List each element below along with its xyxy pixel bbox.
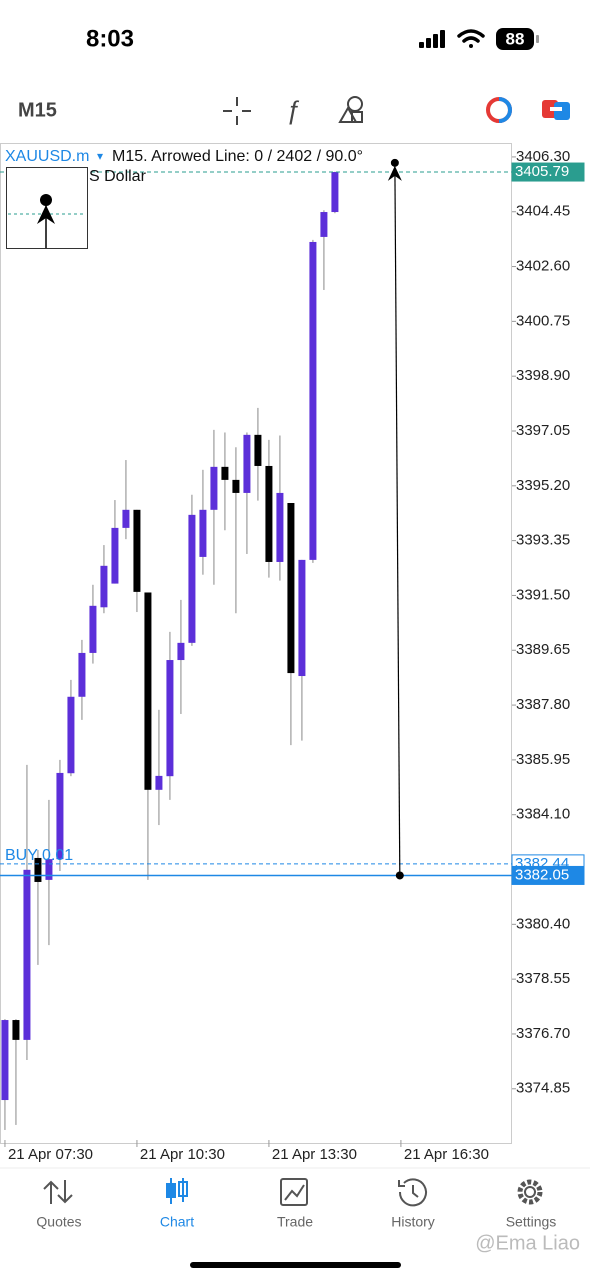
objects-button[interactable] <box>338 96 363 123</box>
battery-tip <box>536 35 539 43</box>
quotes-icon <box>43 1180 73 1204</box>
candle-body <box>298 559 306 677</box>
candle-body <box>78 652 86 697</box>
y-tick-label: 3404.45 <box>516 203 570 220</box>
tab-label[interactable]: Chart <box>160 1214 194 1230</box>
candle-body <box>111 527 119 584</box>
candle-body <box>177 642 185 661</box>
candle-body <box>12 1020 20 1040</box>
x-tick-label: 21 Apr 13:30 <box>272 1146 357 1163</box>
price-tag-label: 3405.79 <box>515 163 569 180</box>
candle-body <box>232 479 240 493</box>
signal-icon <box>419 30 445 48</box>
price-tag <box>511 865 585 885</box>
candle-body <box>243 434 251 493</box>
arrow-anchor[interactable] <box>395 871 404 880</box>
battery <box>496 28 534 50</box>
candle-body <box>67 696 75 774</box>
candle-body <box>45 859 53 880</box>
wifi-icon <box>457 29 485 48</box>
battery-level: 88 <box>506 29 525 48</box>
tab-label[interactable]: Settings <box>506 1214 557 1230</box>
y-tick-label: 3387.80 <box>516 696 570 713</box>
plot-frame <box>0 143 512 1144</box>
history-icon <box>398 1178 427 1207</box>
home-indicator <box>190 1262 401 1268</box>
x-tick-label: 21 Apr 07:30 <box>8 1146 93 1163</box>
crosshair-button[interactable] <box>223 97 251 125</box>
trade-button[interactable] <box>542 100 570 120</box>
y-tick-label: 3389.65 <box>516 641 570 658</box>
x-tick-label: 21 Apr 10:30 <box>140 1146 225 1163</box>
x-tick-label: 21 Apr 16:30 <box>404 1146 489 1163</box>
status-time: 8:03 <box>86 25 134 52</box>
candle-body <box>331 172 339 213</box>
chart-icon <box>166 1178 188 1204</box>
y-tick-label: 3376.70 <box>516 1025 570 1042</box>
candle-body <box>309 241 317 560</box>
tab-label[interactable]: History <box>391 1214 435 1230</box>
price-tag <box>511 162 585 182</box>
candle-body <box>144 592 152 790</box>
candle-body <box>23 869 31 1040</box>
y-tick-label: 3397.05 <box>516 422 570 439</box>
arrow-anchor[interactable] <box>390 158 399 167</box>
y-tick-label: 3374.85 <box>516 1080 570 1097</box>
candle-body <box>56 772 64 860</box>
candle-body <box>89 605 97 653</box>
timeframe-button[interactable]: M15 <box>18 99 57 121</box>
y-tick-label: 3380.40 <box>516 915 570 932</box>
y-tick-label: 3391.50 <box>516 586 570 603</box>
candle-body <box>199 509 207 557</box>
candle-body <box>133 509 141 592</box>
tab-label[interactable]: Trade <box>277 1214 313 1230</box>
settings-icon <box>517 1179 543 1205</box>
arrow-head <box>387 165 402 181</box>
position-label[interactable]: BUY 0.01 <box>5 847 73 864</box>
tab-label[interactable]: Quotes <box>36 1214 81 1230</box>
watermark: @Ema Liao <box>475 1232 580 1254</box>
candle-body <box>155 775 163 790</box>
candle-body <box>188 514 196 643</box>
y-tick-label: 3400.75 <box>516 312 570 329</box>
candle-body <box>100 565 108 608</box>
candle-body <box>287 503 295 674</box>
candle-body <box>265 465 273 562</box>
arrowed-line[interactable] <box>394 162 401 876</box>
object-info: M15. Arrowed Line: 0 / 2402 / 90.0° <box>112 148 363 165</box>
candle-body <box>276 492 284 562</box>
symbol-label[interactable]: XAUUSD.m <box>5 148 89 165</box>
candle-body <box>210 466 218 510</box>
symbol-description: S Dollar <box>89 168 147 185</box>
y-tick-label: 3385.95 <box>516 751 570 768</box>
candle-body <box>221 466 229 480</box>
candle-body <box>254 434 262 466</box>
y-tick-label: 3406.30 <box>516 148 570 165</box>
y-tick-label: 3395.20 <box>516 477 570 494</box>
symbol-dropdown[interactable]: ▾ <box>97 149 103 163</box>
y-tick-label: 3402.60 <box>516 258 570 275</box>
y-tick-label: 3398.90 <box>516 367 570 384</box>
magnifier-box <box>6 167 88 249</box>
trade-icon <box>280 1178 308 1206</box>
candle-body <box>1 1020 9 1101</box>
y-tick-label: 3393.35 <box>516 532 570 549</box>
candle-body <box>34 857 42 882</box>
one-click-button[interactable] <box>486 97 512 123</box>
y-tick-label: 3384.10 <box>516 806 570 823</box>
price-tag-label: 3382.05 <box>515 866 569 883</box>
indicators-button[interactable]: ƒ <box>286 95 300 125</box>
candle-body <box>166 660 174 777</box>
candle-body <box>320 212 328 237</box>
candle-body <box>122 509 130 528</box>
y-tick-label: 3378.55 <box>516 970 570 987</box>
plot-area <box>0 156 516 1147</box>
